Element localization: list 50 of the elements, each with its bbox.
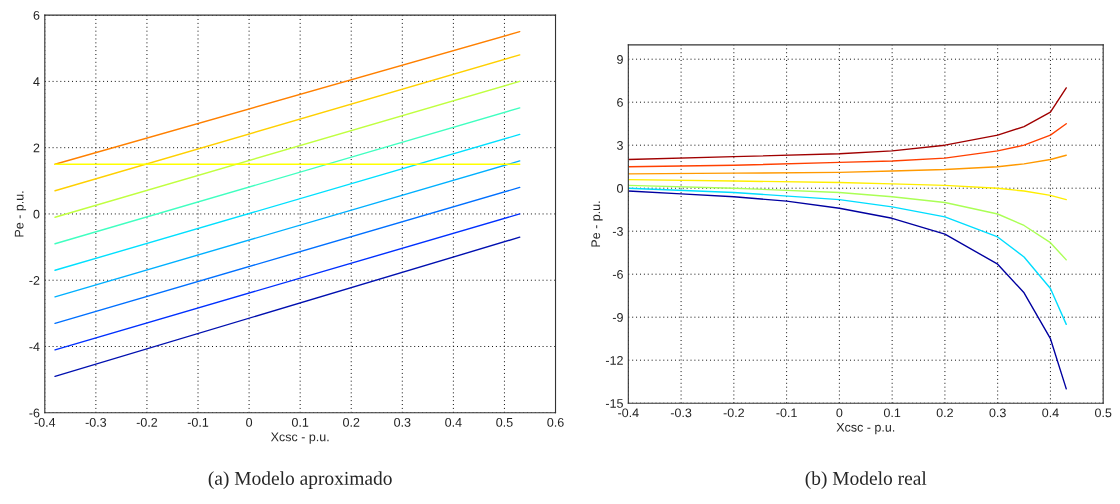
y-tick-label: -12 <box>605 356 623 365</box>
y-tick-label: -9 <box>612 313 623 322</box>
x-tick-label: -0.1 <box>776 408 797 418</box>
y-axis-title: Pe - p.u. <box>591 201 603 247</box>
line-series <box>628 154 1067 175</box>
y-tick-label: 0 <box>617 183 623 193</box>
y-tick-label: 3 <box>616 140 623 150</box>
y-tick-label: -4 <box>29 342 40 352</box>
x-tick-label: 0.4 <box>445 417 462 427</box>
x-tick-label: 0.3 <box>394 417 411 427</box>
x-tick-label: -0.4 <box>34 417 56 427</box>
x-tick-label: -0.2 <box>136 417 158 427</box>
line-series <box>628 190 1067 390</box>
x-tick-label: 0.4 <box>1042 408 1059 418</box>
line-series <box>628 87 1067 161</box>
text: (a) Modelo aproximado <box>208 471 392 489</box>
y-tick-label: -15 <box>605 399 623 408</box>
x-tick-label: 0.6 <box>547 417 564 427</box>
y-tick-label: 9 <box>617 54 623 64</box>
x-tick-label: -0.1 <box>187 417 209 427</box>
line-series <box>628 122 1067 168</box>
x-tick-label: 0.3 <box>989 408 1006 418</box>
y-axis-title: Pe - p.u. <box>14 191 27 237</box>
x-tick-label: -0.4 <box>618 408 639 418</box>
y-tick-label: 6 <box>33 10 40 20</box>
y-tick-label: -6 <box>612 270 623 279</box>
y-tick-label: -3 <box>612 227 623 236</box>
x-tick-label: 0.1 <box>883 408 901 418</box>
x-tick-label: 0.2 <box>343 417 360 427</box>
line-series <box>628 187 1067 326</box>
line-series <box>628 178 1067 201</box>
y-tick-label: 2 <box>33 143 40 153</box>
x-tick-label: 0.5 <box>1095 408 1112 418</box>
line-series <box>628 184 1067 261</box>
y-tick-label: 0 <box>33 209 40 219</box>
y-tick-label: 6 <box>617 97 623 107</box>
x-tick-label: 0 <box>836 408 843 418</box>
x-tick-label: -0.3 <box>670 408 692 418</box>
x-axis-title: Xcsc - p.u. <box>270 432 329 444</box>
x-tick-label: 0.2 <box>936 408 953 418</box>
text: (b) Modelo real <box>805 471 927 489</box>
x-tick-label: 0 <box>246 417 253 427</box>
x-axis-title: Xcsc - p.u. <box>836 422 895 435</box>
x-tick-label: -0.2 <box>723 408 744 418</box>
y-tick-label: -6 <box>29 408 40 418</box>
x-tick-label: 0.1 <box>291 417 309 427</box>
x-tick-label: 0.5 <box>496 417 513 427</box>
y-tick-label: -2 <box>29 276 40 285</box>
x-tick-label: -0.3 <box>85 417 107 427</box>
y-tick-label: 4 <box>33 77 40 86</box>
